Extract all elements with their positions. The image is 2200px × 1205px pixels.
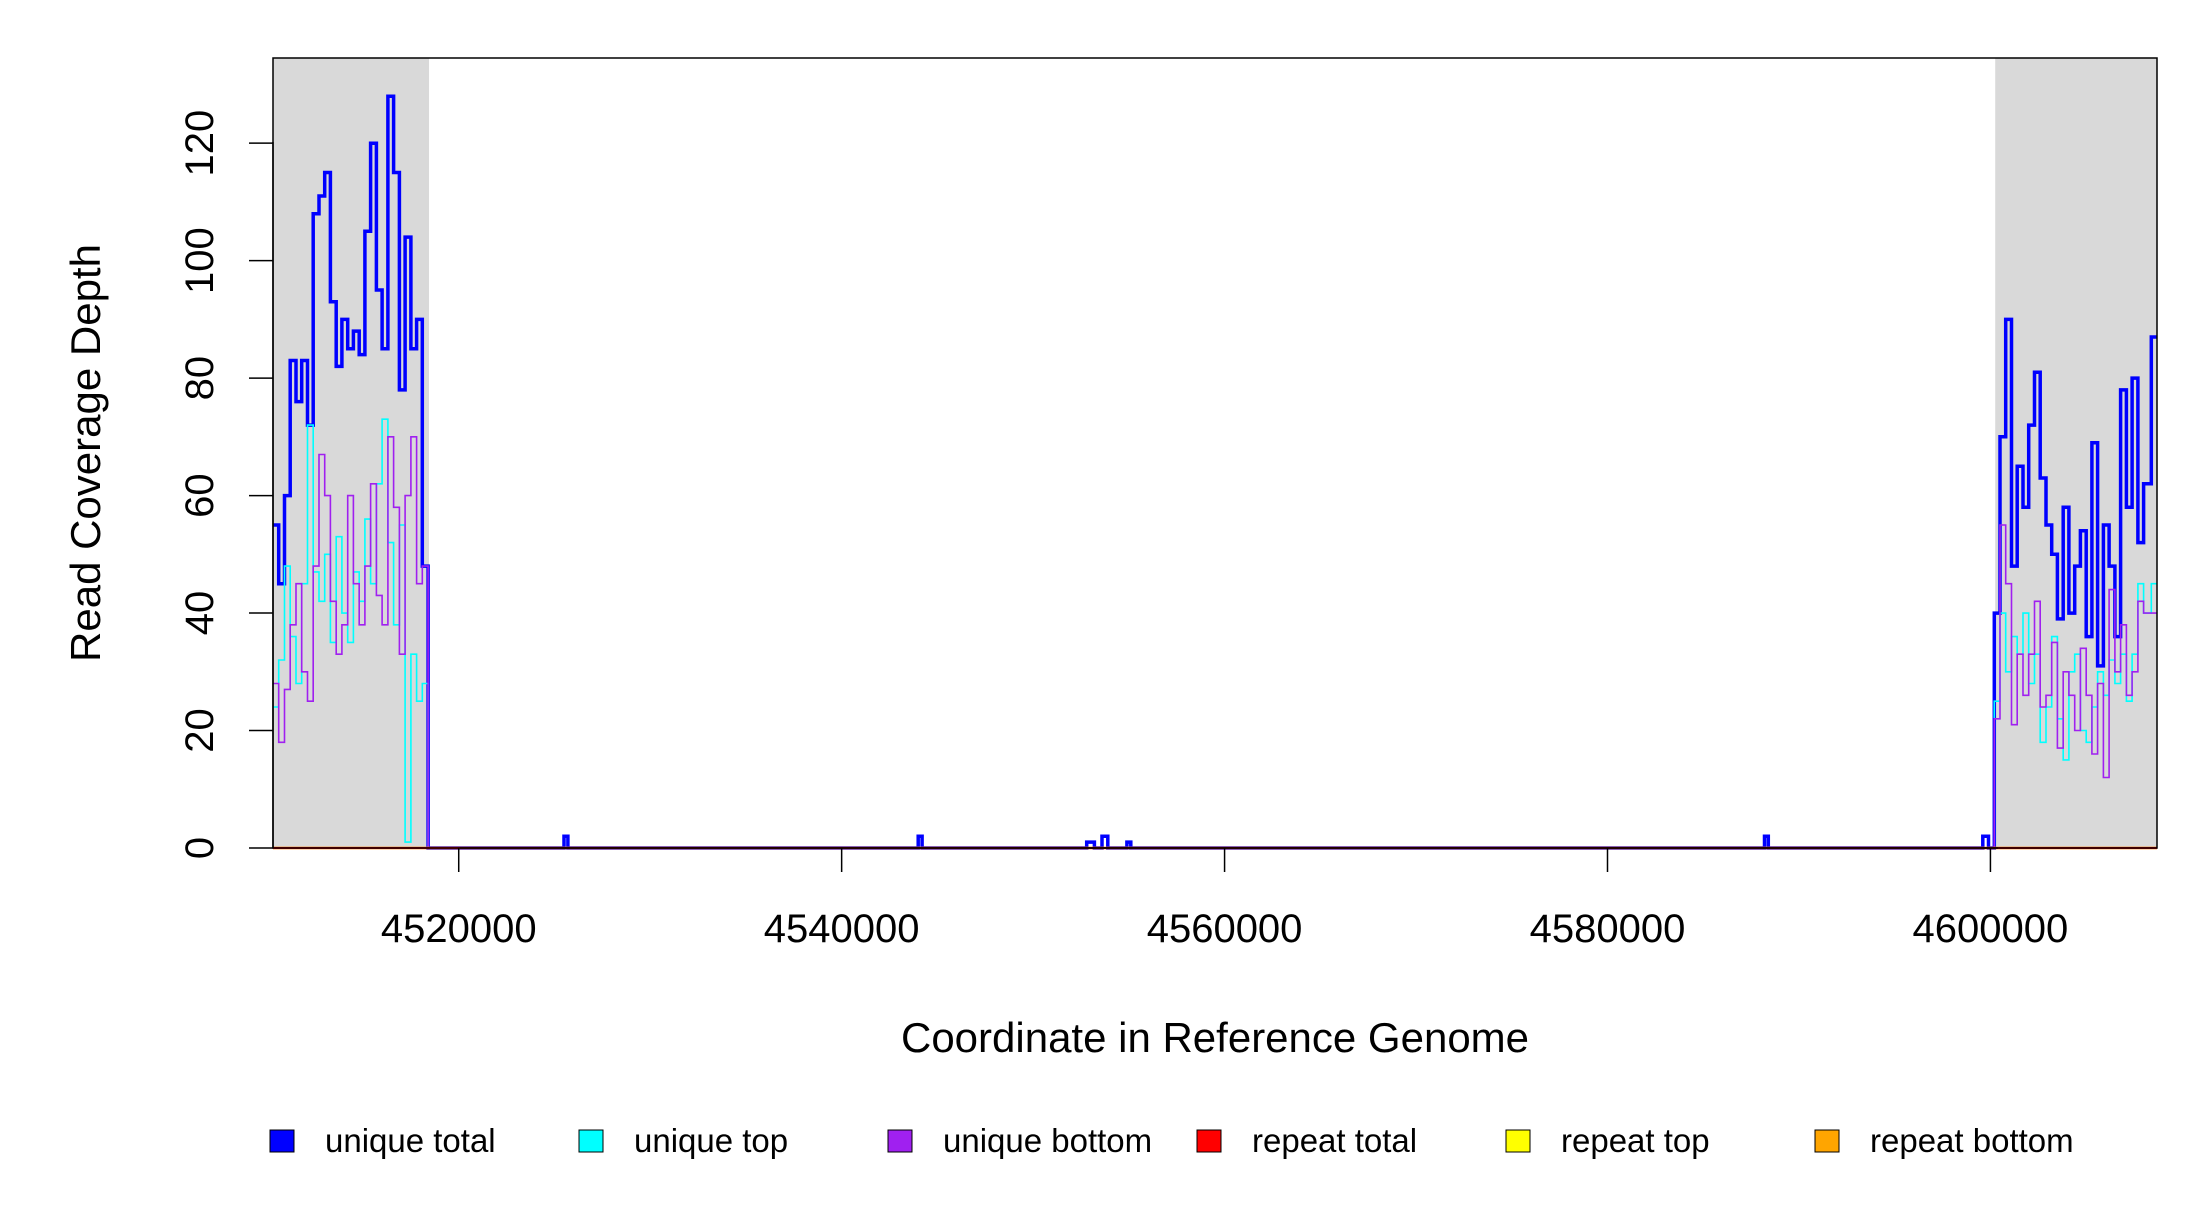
legend-swatch — [269, 1129, 295, 1153]
plot-frame — [272, 57, 2158, 849]
legend-label: repeat bottom — [1870, 1122, 2074, 1159]
legend-item: unique bottom — [887, 1122, 1152, 1159]
series-line-unique-total — [273, 94, 2157, 850]
shaded-region-1 — [1995, 58, 2157, 848]
x-tick-label: 4580000 — [1530, 907, 1686, 951]
legend-swatch — [1814, 1129, 1840, 1153]
legend-label: repeat top — [1561, 1122, 1710, 1159]
shaded-regions — [273, 58, 2157, 848]
x-axis-label: Coordinate in Reference Genome — [901, 1014, 1529, 1061]
y-axis-label: Read Coverage Depth — [62, 244, 109, 662]
legend-label: repeat total — [1252, 1122, 1417, 1159]
series-line-unique-bottom — [273, 436, 2157, 849]
x-tick-label: 4600000 — [1913, 907, 2069, 951]
y-tick-label: 40 — [178, 591, 222, 636]
y-tick-label: 20 — [178, 708, 222, 753]
legend-swatch — [1505, 1129, 1531, 1153]
legend-swatch — [578, 1129, 604, 1153]
x-tick-label: 4560000 — [1147, 907, 1303, 951]
legend-label: unique total — [325, 1122, 496, 1159]
y-tick-label: 120 — [178, 110, 222, 177]
x-tick-label: 4520000 — [381, 907, 537, 951]
y-tick-label: 60 — [178, 473, 222, 517]
legend-item: repeat total — [1196, 1122, 1417, 1159]
series-line-unique-top — [273, 418, 2157, 849]
legend-label: unique top — [634, 1122, 788, 1159]
legend-item: repeat top — [1505, 1122, 1710, 1159]
legend-swatch — [1196, 1129, 1222, 1153]
legend-item: unique top — [578, 1122, 788, 1159]
y-tick-label: 100 — [178, 227, 222, 294]
legend-item: unique total — [269, 1122, 496, 1159]
x-axis: 4520000 4540000 4560000 4580000 4600000 — [381, 847, 2069, 951]
shaded-region-0 — [273, 58, 430, 848]
legend-item: repeat bottom — [1814, 1122, 2074, 1159]
series-lines — [273, 94, 2157, 850]
y-axis: 0 20 40 60 80 100 120 — [178, 110, 274, 859]
y-tick-label: 80 — [178, 356, 222, 401]
x-tick-label: 4540000 — [764, 907, 920, 951]
legend: unique total unique top unique bottom repea… — [269, 1122, 2074, 1159]
y-tick-label: 0 — [178, 837, 222, 859]
legend-swatch — [887, 1129, 913, 1153]
legend-label: unique bottom — [943, 1122, 1152, 1159]
